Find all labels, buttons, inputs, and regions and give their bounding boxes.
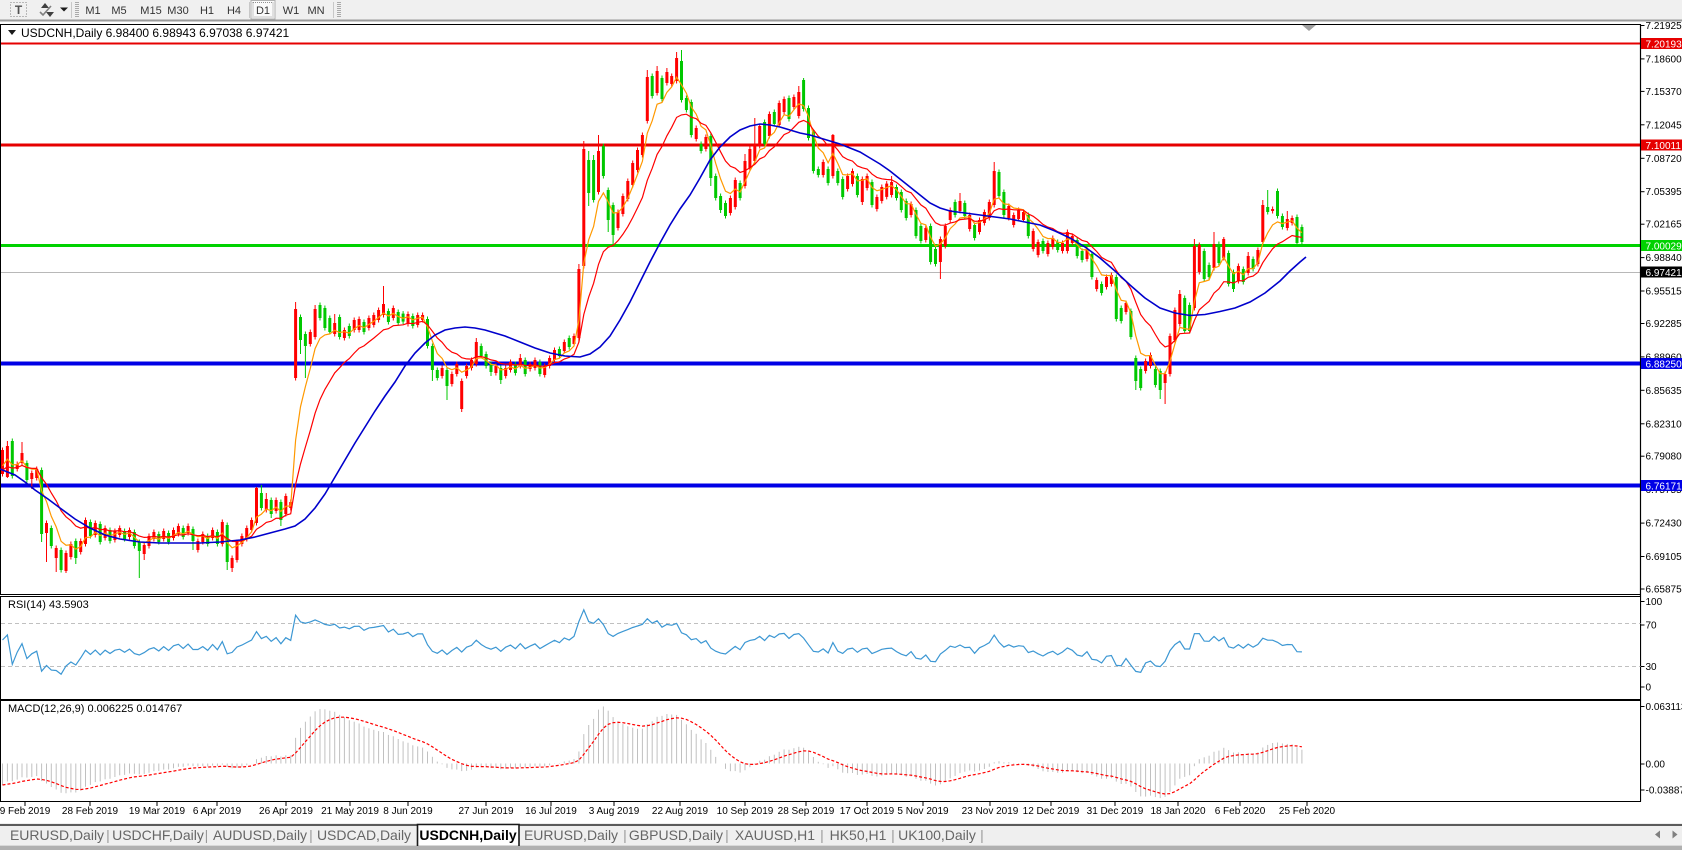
svg-text:6.69105: 6.69105 xyxy=(1646,552,1682,563)
svg-text:27 Jun 2019: 27 Jun 2019 xyxy=(458,806,513,817)
svg-text:100: 100 xyxy=(1646,597,1663,608)
svg-text:UK100,Daily: UK100,Daily xyxy=(898,827,976,843)
svg-text:D1: D1 xyxy=(256,5,270,17)
svg-text:23 Nov 2019: 23 Nov 2019 xyxy=(962,806,1019,817)
svg-text:3 Aug 2019: 3 Aug 2019 xyxy=(589,806,640,817)
svg-text:|: | xyxy=(205,827,209,843)
svg-text:USDCNH,Daily 6.98400 6.98943: USDCNH,Daily 6.98400 6.98943 6.97038 6.9… xyxy=(21,26,290,40)
svg-text:6 Apr 2019: 6 Apr 2019 xyxy=(193,806,242,817)
svg-text:6.92285: 6.92285 xyxy=(1646,319,1682,330)
svg-text:6.65875: 6.65875 xyxy=(1646,585,1682,596)
svg-text:MACD(12,26,9) 0.006225 0.01476: MACD(12,26,9) 0.006225 0.014767 xyxy=(8,703,182,715)
svg-text:19 Mar 2019: 19 Mar 2019 xyxy=(129,806,186,817)
svg-text:31 Dec 2019: 31 Dec 2019 xyxy=(1087,806,1144,817)
svg-text:7.05395: 7.05395 xyxy=(1646,187,1682,198)
svg-text:12 Dec 2019: 12 Dec 2019 xyxy=(1023,806,1080,817)
svg-text:7.18600: 7.18600 xyxy=(1646,54,1682,65)
svg-text:M5: M5 xyxy=(111,5,126,17)
svg-text:6.72430: 6.72430 xyxy=(1646,519,1682,530)
svg-text:8 Jun 2019: 8 Jun 2019 xyxy=(383,806,433,817)
svg-text:|: | xyxy=(106,827,110,843)
svg-text:25 Feb 2020: 25 Feb 2020 xyxy=(1279,806,1336,817)
svg-text:28 Sep 2019: 28 Sep 2019 xyxy=(778,806,835,817)
svg-text:|: | xyxy=(820,827,824,843)
svg-text:6.97421: 6.97421 xyxy=(1646,268,1682,279)
svg-text:|: | xyxy=(725,827,729,843)
svg-text:MN: MN xyxy=(307,5,324,17)
svg-text:|: | xyxy=(309,827,313,843)
svg-text:USDCHF,Daily: USDCHF,Daily xyxy=(112,827,204,843)
svg-text:6 Feb 2020: 6 Feb 2020 xyxy=(1215,806,1266,817)
svg-text:M15: M15 xyxy=(140,5,161,17)
svg-text:0: 0 xyxy=(1646,683,1652,694)
svg-text:7.15370: 7.15370 xyxy=(1646,87,1682,98)
svg-text:6.76171: 6.76171 xyxy=(1646,481,1682,492)
svg-text:30: 30 xyxy=(1646,662,1658,673)
svg-text:7.02165: 7.02165 xyxy=(1646,220,1682,231)
svg-text:EURUSD,Daily: EURUSD,Daily xyxy=(524,827,618,843)
svg-text:10 Sep 2019: 10 Sep 2019 xyxy=(717,806,774,817)
svg-text:7.20193: 7.20193 xyxy=(1646,39,1682,50)
svg-text:GBPUSD,Daily: GBPUSD,Daily xyxy=(629,827,723,843)
svg-text:XAUUSD,H1: XAUUSD,H1 xyxy=(735,827,815,843)
svg-text:|: | xyxy=(980,827,984,843)
svg-text:USDCAD,Daily: USDCAD,Daily xyxy=(317,827,411,843)
svg-text:6.88250: 6.88250 xyxy=(1646,359,1682,370)
svg-text:22 Aug 2019: 22 Aug 2019 xyxy=(652,806,709,817)
svg-text:7.10011: 7.10011 xyxy=(1646,141,1682,152)
svg-text:H1: H1 xyxy=(200,5,214,17)
svg-text:0.063113: 0.063113 xyxy=(1646,702,1682,713)
svg-text:-0.038872: -0.038872 xyxy=(1646,786,1682,797)
svg-text:HK50,H1: HK50,H1 xyxy=(830,827,887,843)
svg-text:|: | xyxy=(623,827,627,843)
svg-text:6.88960: 6.88960 xyxy=(1646,352,1682,363)
svg-text:70: 70 xyxy=(1646,621,1658,632)
svg-text:7.21925: 7.21925 xyxy=(1646,21,1682,32)
svg-text:7.08720: 7.08720 xyxy=(1646,154,1682,165)
svg-text:7.00029: 7.00029 xyxy=(1646,241,1682,252)
svg-text:W1: W1 xyxy=(283,5,300,17)
svg-text:7.12045: 7.12045 xyxy=(1646,120,1682,131)
svg-text:21 May 2019: 21 May 2019 xyxy=(321,806,379,817)
svg-text:6.79080: 6.79080 xyxy=(1646,452,1682,463)
svg-text:6.85635: 6.85635 xyxy=(1646,386,1682,397)
svg-text:H4: H4 xyxy=(227,5,241,17)
svg-text:USDCNH,Daily: USDCNH,Daily xyxy=(419,827,516,843)
svg-text:6.82310: 6.82310 xyxy=(1646,419,1682,430)
svg-text:6.98840: 6.98840 xyxy=(1646,253,1682,264)
svg-text:EURUSD,Daily: EURUSD,Daily xyxy=(10,827,104,843)
svg-text:5 Nov 2019: 5 Nov 2019 xyxy=(897,806,949,817)
svg-text:9 Feb 2019: 9 Feb 2019 xyxy=(0,806,51,817)
svg-text:AUDUSD,Daily: AUDUSD,Daily xyxy=(213,827,307,843)
svg-text:RSI(14) 43.5903: RSI(14) 43.5903 xyxy=(8,599,89,611)
svg-text:M30: M30 xyxy=(167,5,188,17)
svg-text:18 Jan 2020: 18 Jan 2020 xyxy=(1150,806,1205,817)
svg-text:6.95515: 6.95515 xyxy=(1646,287,1682,298)
svg-text:16 Jul 2019: 16 Jul 2019 xyxy=(525,806,577,817)
svg-text:M1: M1 xyxy=(85,5,100,17)
svg-text:17 Oct 2019: 17 Oct 2019 xyxy=(840,806,895,817)
svg-text:28 Feb 2019: 28 Feb 2019 xyxy=(62,806,119,817)
svg-text:26 Apr 2019: 26 Apr 2019 xyxy=(259,806,313,817)
svg-text:T: T xyxy=(15,3,23,17)
svg-text:|: | xyxy=(891,827,895,843)
svg-text:0.00: 0.00 xyxy=(1646,760,1666,771)
